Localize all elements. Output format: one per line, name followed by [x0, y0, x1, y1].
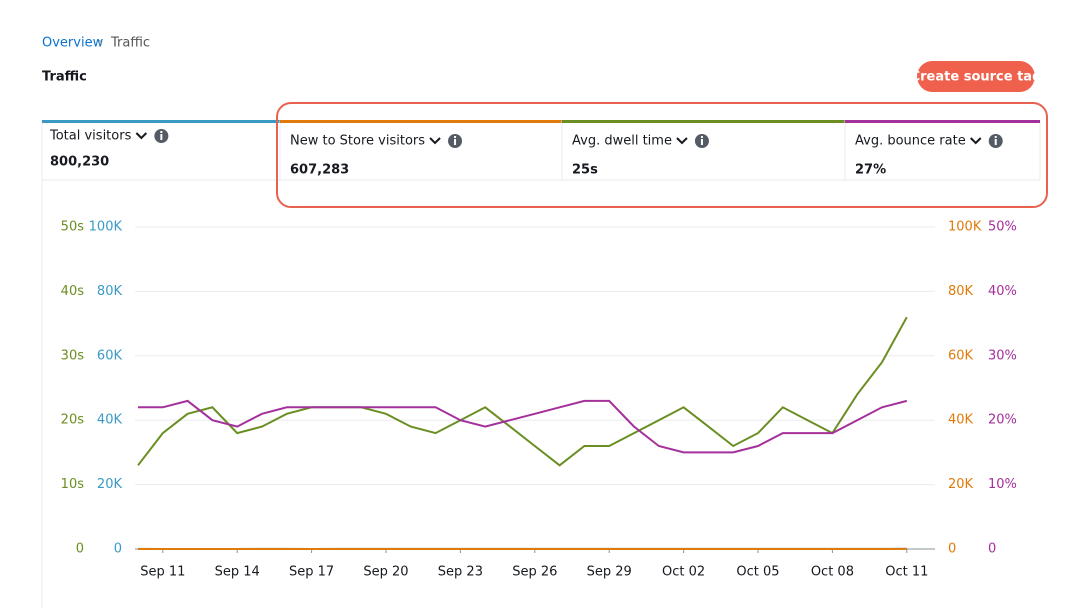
info-icon-glyph [160, 134, 163, 140]
x-tick-label: Oct 08 [811, 565, 854, 580]
breadcrumb-current: Traffic [110, 36, 150, 51]
y-tick-label: 30s [61, 348, 85, 363]
y-tick-label: 0 [114, 542, 122, 557]
y-tick-label: 0 [948, 542, 956, 557]
y-tick-label: 60K [948, 348, 974, 363]
x-tick-label: Sep 20 [363, 565, 408, 580]
info-icon-glyph [994, 139, 997, 145]
series-line [138, 399, 908, 454]
metric-card-accent [42, 120, 280, 123]
y-tick-label: 10% [988, 477, 1017, 492]
x-tick-label: Oct 02 [662, 565, 705, 580]
metric-label: Avg. dwell time [572, 134, 672, 149]
y-tick-label: 10s [61, 477, 85, 492]
x-tick-label: Sep 23 [438, 565, 483, 580]
x-tick-label: Sep 17 [289, 565, 334, 580]
y-tick-label: 40K [948, 413, 974, 428]
y-tick-label: 20K [97, 477, 123, 492]
x-tick-label: Sep 11 [140, 565, 185, 580]
metric-card-accent [280, 120, 562, 123]
series-line [137, 316, 908, 467]
metric-value: 800,230 [50, 155, 109, 170]
x-tick-label: Sep 14 [215, 565, 260, 580]
create-button-label[interactable]: Create source tag [911, 70, 1042, 85]
metric-label: Total visitors [49, 129, 132, 144]
x-tick-label: Oct 05 [736, 565, 779, 580]
y-tick-label: 40K [97, 413, 123, 428]
y-tick-label: 20K [948, 477, 974, 492]
metric-label: New to Store visitors [290, 134, 425, 149]
y-tick-label: 80K [97, 284, 123, 299]
y-tick-label: 20s [61, 413, 85, 428]
info-icon-dot [700, 136, 703, 138]
y-tick-label: 100K [948, 220, 982, 235]
dropdown-icon[interactable] [429, 137, 441, 145]
highlight-box [276, 102, 1048, 208]
y-tick-label: 0 [988, 542, 996, 557]
page-title: Traffic [42, 70, 87, 85]
metric-card[interactable] [561, 120, 846, 181]
info-icon-glyph [700, 139, 703, 145]
metric-card[interactable] [844, 120, 1041, 181]
dropdown-icon[interactable] [135, 132, 148, 140]
create-button[interactable] [917, 61, 1035, 92]
y-tick-label: 20% [988, 413, 1017, 428]
y-tick-label: 0 [76, 542, 84, 557]
metric-value: 607,283 [290, 163, 349, 178]
metric-card-accent [845, 120, 1040, 123]
y-tick-label: 40s [61, 284, 85, 299]
info-icon-dot [994, 136, 997, 138]
y-tick-label: 50% [988, 220, 1017, 235]
y-tick-label: 80K [948, 284, 974, 299]
y-tick-label: 40% [988, 284, 1017, 299]
dropdown-icon[interactable] [676, 137, 688, 145]
metric-value: 27% [855, 163, 886, 178]
metric-value: 25s [572, 163, 598, 178]
y-tick-label: 60K [97, 348, 123, 363]
info-icon-glyph [454, 139, 457, 145]
dropdown-icon[interactable] [970, 137, 982, 145]
breadcrumb-separator: › [98, 36, 103, 51]
y-tick-label: 100K [89, 220, 123, 235]
y-tick-label: 50s [61, 220, 85, 235]
breadcrumb-link[interactable]: Overview [42, 36, 104, 51]
y-tick-label: 30% [988, 348, 1017, 363]
x-tick-label: Sep 29 [587, 565, 632, 580]
x-tick-label: Sep 26 [512, 565, 557, 580]
metric-card-accent [562, 120, 845, 123]
info-icon-dot [160, 131, 163, 133]
metric-label: Avg. bounce rate [855, 134, 966, 149]
x-tick-label: Oct 11 [885, 565, 928, 580]
info-icon-dot [454, 136, 457, 138]
